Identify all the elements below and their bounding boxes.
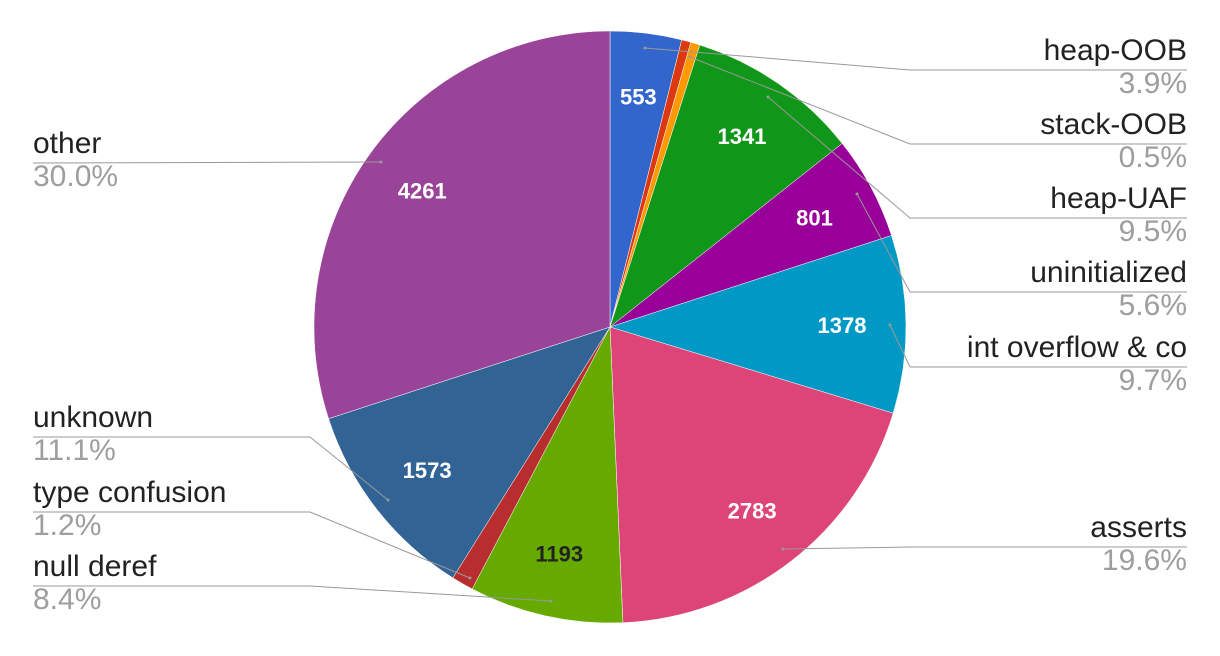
leader-line xyxy=(32,161,382,164)
value-label: 1341 xyxy=(718,124,767,149)
value-label: 1193 xyxy=(535,541,583,566)
slice-name-label: null deref xyxy=(33,550,157,583)
slice-name-label: unknown xyxy=(33,401,153,434)
value-label: 2783 xyxy=(728,498,777,523)
slice-percent-label: 19.6% xyxy=(1102,544,1187,577)
slice-name-label: heap-UAF xyxy=(1050,182,1187,215)
slice-name-label: heap-OOB xyxy=(1044,34,1187,67)
leader-dot xyxy=(386,498,390,502)
value-labels: 553 1341 801 1378 2783 1193 1573 4261 xyxy=(398,85,867,567)
value-label: 1573 xyxy=(403,458,452,483)
leader-dot xyxy=(643,46,647,50)
slice-name-label: int overflow & co xyxy=(967,331,1187,364)
leader-dot xyxy=(549,599,553,603)
slice-percent-label: 11.1% xyxy=(33,434,116,467)
value-label: 801 xyxy=(796,205,833,230)
leader-dot xyxy=(468,576,472,580)
slice-percent-label: 30.0% xyxy=(33,160,118,193)
slice-name-label: type confusion xyxy=(33,476,226,509)
slice-name-label: uninitialized xyxy=(1030,256,1187,289)
slice-percent-label: 9.7% xyxy=(1119,364,1187,397)
slice-name-label: asserts xyxy=(1090,511,1187,544)
pie-slice-asserts[interactable] xyxy=(609,326,894,623)
pie-slice-null-deref[interactable] xyxy=(471,326,624,624)
value-label: 553 xyxy=(620,85,657,110)
leader-dot xyxy=(855,192,859,196)
leader-line xyxy=(767,96,1187,219)
leader-line xyxy=(782,546,1187,550)
leader-dot xyxy=(888,323,892,327)
leader-line xyxy=(33,436,389,501)
slice-name-label: other xyxy=(33,127,101,160)
slice-percent-label: 5.6% xyxy=(1119,289,1187,322)
leader-dot xyxy=(766,95,770,99)
pie-slice-int-overflow-co[interactable] xyxy=(609,235,907,414)
slice-percent-label: 3.9% xyxy=(1119,67,1187,100)
pie-slice-unknown[interactable] xyxy=(328,326,611,579)
leader-dot xyxy=(781,547,785,551)
slice-percent-label: 0.5% xyxy=(1119,141,1187,174)
value-label: 1378 xyxy=(818,313,867,338)
leader-line xyxy=(33,585,552,602)
slice-percent-label: 8.4% xyxy=(33,583,101,616)
pie-slice-other[interactable] xyxy=(313,30,611,420)
pie-slices xyxy=(313,30,907,624)
leader-line xyxy=(856,193,1187,293)
slice-percent-label: 1.2% xyxy=(33,509,101,542)
value-label: 4261 xyxy=(398,179,447,204)
leader-dot xyxy=(688,55,692,59)
leader-line xyxy=(689,56,1187,145)
leader-lines xyxy=(32,46,1187,603)
leader-line xyxy=(889,324,1187,368)
slice-percent-label: 9.5% xyxy=(1119,215,1187,248)
leader-line xyxy=(33,511,471,579)
leader-line xyxy=(644,47,1187,71)
slice-name-label: stack-OOB xyxy=(1040,108,1187,141)
pie-slice-heap-uaf[interactable] xyxy=(609,44,843,328)
leader-dot xyxy=(379,160,383,164)
